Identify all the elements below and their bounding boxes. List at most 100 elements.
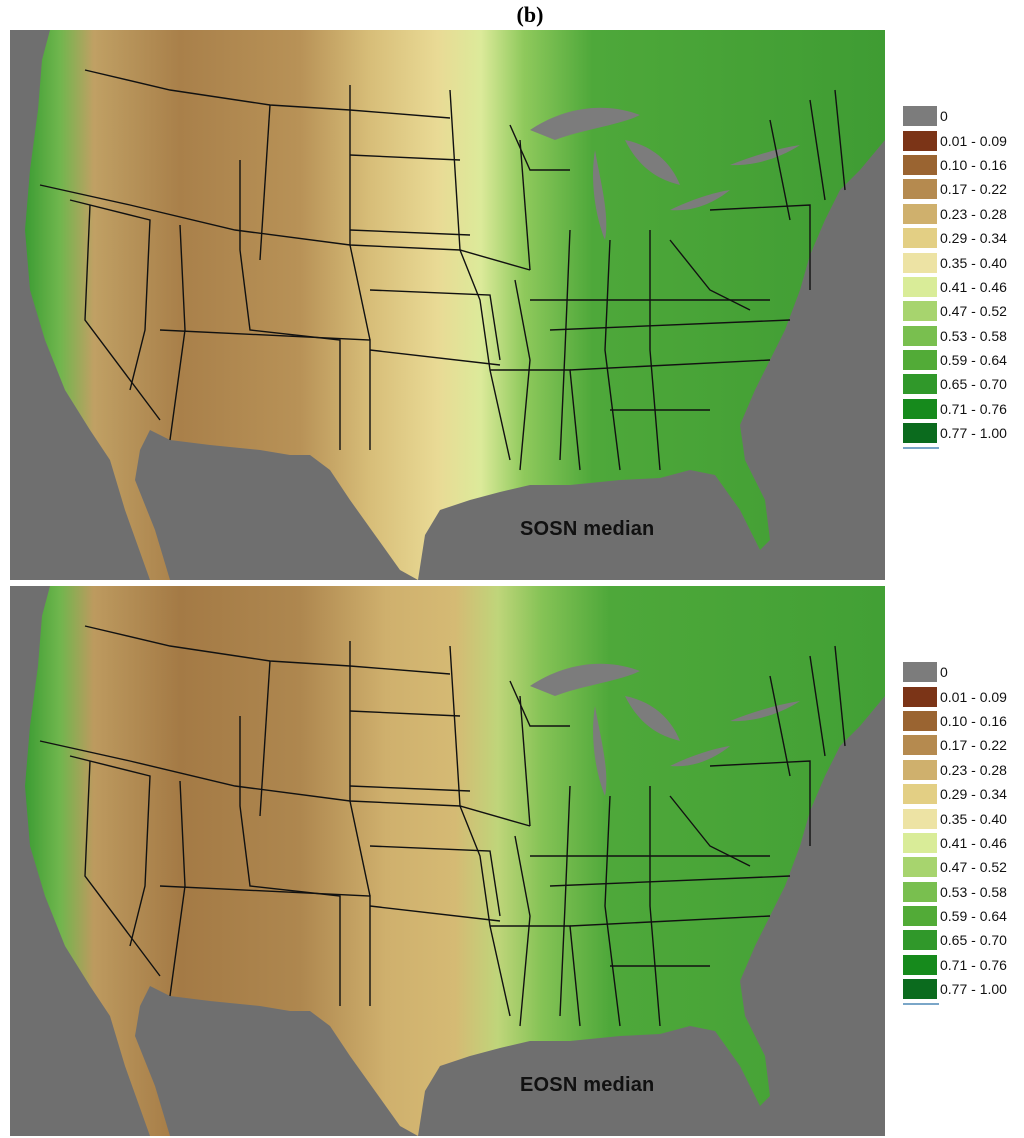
- legend-swatch: [903, 179, 937, 200]
- legend-label: 0.47 - 0.52: [940, 303, 1007, 320]
- legend-item: 0.59 - 0.64: [903, 348, 1018, 372]
- legend-item: 0.23 - 0.28: [903, 202, 1018, 226]
- legend-swatch: [903, 398, 937, 419]
- legend-swatch: [903, 106, 937, 127]
- state-borders: [39, 69, 846, 471]
- figure-label: (b): [516, 2, 544, 27]
- legend-item: 0.47 - 0.52: [903, 855, 1018, 879]
- legend-label: 0.17 - 0.22: [940, 737, 1007, 754]
- legend-item: 0.23 - 0.28: [903, 758, 1018, 782]
- legend-swatch: [903, 832, 937, 853]
- legend-label: 0.35 - 0.40: [940, 254, 1007, 271]
- legend-item: 0.17 - 0.22: [903, 733, 1018, 757]
- legend-item: 0.35 - 0.40: [903, 806, 1018, 830]
- legend-label: 0.71 - 0.76: [940, 956, 1007, 973]
- legend: 0 0.01 - 0.09 0.10 - 0.16 0.17 - 0.22 0.…: [903, 660, 1018, 1006]
- legend-label: 0.35 - 0.40: [940, 810, 1007, 827]
- legend-item: 0.41 - 0.46: [903, 831, 1018, 855]
- legend-swatch: [903, 735, 937, 756]
- legend-item: 0.53 - 0.58: [903, 324, 1018, 348]
- legend-swatch: [903, 130, 937, 151]
- legend-item: 0.29 - 0.34: [903, 782, 1018, 806]
- legend-swatch: [903, 374, 937, 395]
- legend-swatch: [903, 784, 937, 805]
- us-map: [25, 30, 885, 580]
- legend-label: 0.10 - 0.16: [940, 156, 1007, 173]
- map-frame: [10, 586, 885, 1136]
- legend-swatch: [903, 228, 937, 249]
- legend-label: 0.41 - 0.46: [940, 834, 1007, 851]
- legend-swatch: [903, 154, 937, 175]
- legend-item: 0.71 - 0.76: [903, 397, 1018, 421]
- legend-swatch: [903, 276, 937, 297]
- land-mass: [25, 30, 885, 580]
- legend-label: 0.53 - 0.58: [940, 327, 1007, 344]
- legend-label: 0.01 - 0.09: [940, 132, 1007, 149]
- legend-item: 0.47 - 0.52: [903, 299, 1018, 323]
- legend-label: 0.29 - 0.34: [940, 230, 1007, 247]
- legend-swatch: [903, 710, 937, 731]
- map-caption: SOSN median: [520, 518, 655, 540]
- legend-label: 0.77 - 1.00: [940, 981, 1007, 998]
- legend-underline: [903, 1003, 939, 1006]
- map-frame: [10, 30, 885, 580]
- legend-swatch: [903, 662, 937, 683]
- legend-label: 0.77 - 1.00: [940, 425, 1007, 442]
- legend-item: 0.71 - 0.76: [903, 953, 1018, 977]
- legend-label: 0.23 - 0.28: [940, 205, 1007, 222]
- legend-label: 0.17 - 0.22: [940, 181, 1007, 198]
- legend-label: 0.65 - 0.70: [940, 932, 1007, 949]
- great-lakes: [530, 663, 800, 796]
- legend-label: 0.29 - 0.34: [940, 786, 1007, 803]
- legend-label: 0.01 - 0.09: [940, 688, 1007, 705]
- legend-label: 0: [940, 108, 948, 125]
- map-panel-eosn: EOSN median 0 0.01 - 0.09 0.10 - 0.16 0.…: [0, 586, 1024, 1136]
- legend-swatch: [903, 930, 937, 951]
- legend-item: 0.59 - 0.64: [903, 904, 1018, 928]
- legend-item: 0.41 - 0.46: [903, 275, 1018, 299]
- legend-item: 0.65 - 0.70: [903, 372, 1018, 396]
- legend-label: 0.10 - 0.16: [940, 712, 1007, 729]
- legend-item: 0.01 - 0.09: [903, 128, 1018, 152]
- legend-swatch: [903, 954, 937, 975]
- legend-item: 0.17 - 0.22: [903, 177, 1018, 201]
- legend-label: 0.23 - 0.28: [940, 761, 1007, 778]
- legend-swatch: [903, 423, 937, 444]
- legend-item: 0.29 - 0.34: [903, 226, 1018, 250]
- legend-label: 0.59 - 0.64: [940, 352, 1007, 369]
- legend: 0 0.01 - 0.09 0.10 - 0.16 0.17 - 0.22 0.…: [903, 104, 1018, 450]
- map-panel-sosn: SOSN median 0 0.01 - 0.09 0.10 - 0.16 0.…: [0, 30, 1024, 580]
- land-mass: [25, 586, 885, 1136]
- legend-swatch: [903, 979, 937, 1000]
- legend-item: 0.65 - 0.70: [903, 928, 1018, 952]
- state-borders: [39, 625, 846, 1027]
- legend-item: 0: [903, 104, 1018, 128]
- legend-item: 0.01 - 0.09: [903, 684, 1018, 708]
- legend-label: 0: [940, 664, 948, 681]
- legend-item: 0.53 - 0.58: [903, 880, 1018, 904]
- legend-swatch: [903, 203, 937, 224]
- legend-swatch: [903, 325, 937, 346]
- legend-swatch: [903, 686, 937, 707]
- legend-label: 0.59 - 0.64: [940, 908, 1007, 925]
- legend-label: 0.71 - 0.76: [940, 400, 1007, 417]
- map-caption: EOSN median: [520, 1074, 655, 1096]
- legend-label: 0.53 - 0.58: [940, 883, 1007, 900]
- legend-item: 0.10 - 0.16: [903, 153, 1018, 177]
- legend-swatch: [903, 759, 937, 780]
- legend-underline: [903, 447, 939, 450]
- legend-swatch: [903, 906, 937, 927]
- legend-swatch: [903, 808, 937, 829]
- legend-item: 0.77 - 1.00: [903, 421, 1018, 445]
- legend-item: 0: [903, 660, 1018, 684]
- legend-label: 0.41 - 0.46: [940, 278, 1007, 295]
- legend-item: 0.77 - 1.00: [903, 977, 1018, 1001]
- legend-label: 0.47 - 0.52: [940, 859, 1007, 876]
- legend-swatch: [903, 857, 937, 878]
- us-map: [25, 586, 885, 1136]
- legend-item: 0.35 - 0.40: [903, 250, 1018, 274]
- legend-swatch: [903, 350, 937, 371]
- legend-swatch: [903, 301, 937, 322]
- legend-label: 0.65 - 0.70: [940, 376, 1007, 393]
- legend-item: 0.10 - 0.16: [903, 709, 1018, 733]
